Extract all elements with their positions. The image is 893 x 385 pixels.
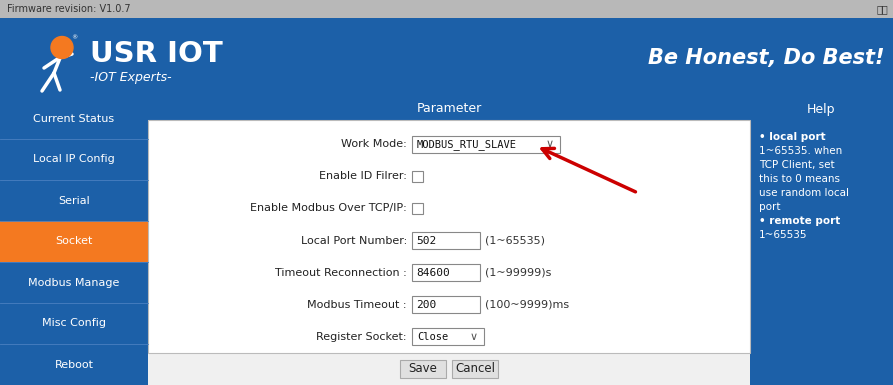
Text: Modbus Timeout :: Modbus Timeout : (307, 300, 407, 310)
Bar (412, 203, 423, 214)
Text: Firmware revision: V1.0.7: Firmware revision: V1.0.7 (7, 4, 130, 14)
Text: Socket: Socket (55, 236, 93, 246)
Text: Timeout Reconnection :: Timeout Reconnection : (275, 268, 407, 278)
Bar (0, 0, 893, 18)
Text: Enable Modbus Over TCP/IP:: Enable Modbus Over TCP/IP: (250, 203, 407, 213)
Bar (0, 98, 148, 139)
Text: (100~9999)ms: (100~9999)ms (485, 300, 569, 310)
Text: port: port (759, 202, 780, 212)
Text: Close: Close (417, 332, 448, 342)
Text: Misc Config: Misc Config (42, 318, 106, 328)
Text: (1~99999)s: (1~99999)s (485, 268, 551, 278)
Text: ∨: ∨ (546, 139, 554, 149)
Bar (0, 180, 148, 221)
Text: Modbus Manage: Modbus Manage (29, 278, 120, 288)
Text: MODBUS_RTU_SLAVE: MODBUS_RTU_SLAVE (417, 139, 517, 149)
Text: USR IOT: USR IOT (90, 40, 222, 68)
Bar (0, 98, 148, 385)
Bar (148, 353, 750, 385)
Bar (452, 360, 498, 378)
Bar (0, 18, 893, 98)
Text: Help: Help (807, 102, 836, 116)
Text: 中文: 中文 (876, 4, 888, 14)
Text: this to 0 means: this to 0 means (759, 174, 840, 184)
Bar (0, 344, 148, 385)
Text: 84600: 84600 (416, 268, 449, 278)
Bar (412, 264, 480, 281)
Text: 1~65535. when: 1~65535. when (759, 146, 842, 156)
Circle shape (51, 37, 73, 59)
Bar (400, 360, 446, 378)
Text: Enable ID Filrer:: Enable ID Filrer: (319, 171, 407, 181)
Text: ®: ® (71, 35, 78, 40)
Text: Local Port Number:: Local Port Number: (301, 236, 407, 246)
Text: 200: 200 (416, 300, 436, 310)
Bar (412, 328, 484, 345)
Bar (0, 221, 148, 262)
Bar (412, 136, 560, 152)
Text: -IOT Experts-: -IOT Experts- (90, 72, 171, 84)
Bar (412, 296, 480, 313)
Text: Reboot: Reboot (54, 360, 94, 370)
Text: Register Socket:: Register Socket: (316, 332, 407, 342)
Text: (1~65535): (1~65535) (485, 236, 545, 246)
Text: • local port: • local port (759, 132, 826, 142)
Text: Be Honest, Do Best!: Be Honest, Do Best! (648, 48, 885, 68)
Text: 502: 502 (416, 236, 436, 246)
Bar (148, 120, 750, 353)
Bar (0, 139, 148, 180)
Text: use random local: use random local (759, 188, 849, 198)
Bar (750, 120, 893, 385)
Text: Current Status: Current Status (33, 114, 114, 124)
Bar (148, 98, 750, 120)
Text: ∨: ∨ (470, 332, 478, 342)
Bar (412, 232, 480, 249)
Bar (148, 120, 750, 353)
Text: Parameter: Parameter (416, 102, 481, 116)
Text: Save: Save (409, 363, 438, 375)
Bar (412, 171, 423, 182)
Text: Local IP Config: Local IP Config (33, 154, 115, 164)
Bar (0, 303, 148, 344)
Text: 1~65535: 1~65535 (759, 230, 807, 240)
Text: TCP Client, set: TCP Client, set (759, 160, 835, 170)
Text: • remote port: • remote port (759, 216, 840, 226)
Bar (750, 98, 893, 120)
Text: Cancel: Cancel (455, 363, 495, 375)
Text: Work Mode:: Work Mode: (341, 139, 407, 149)
Bar (0, 262, 148, 303)
Text: Serial: Serial (58, 196, 90, 206)
